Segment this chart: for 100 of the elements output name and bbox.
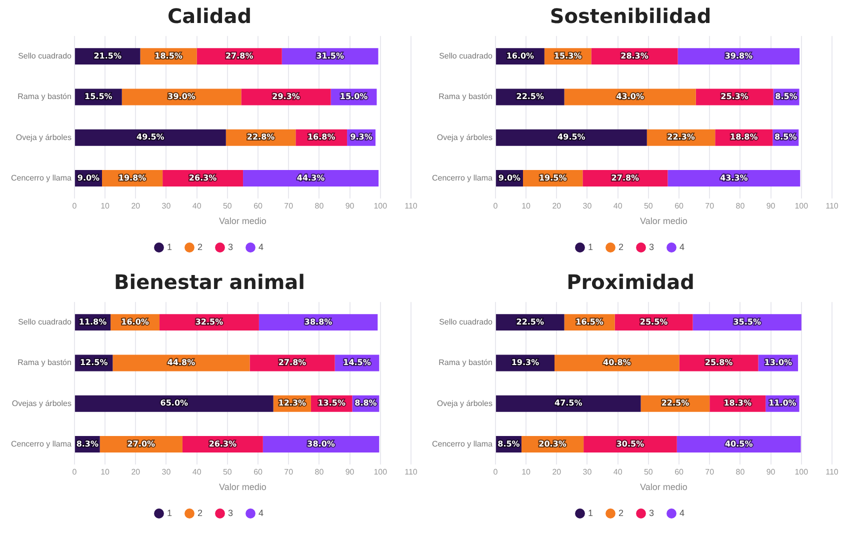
data-label: 8.5% — [775, 92, 798, 102]
x-tick-label: 100 — [374, 202, 388, 211]
data-label: 15.3% — [554, 51, 582, 60]
y-tick-label: Sello cuadrado — [439, 318, 494, 327]
legend-label: 1 — [588, 508, 594, 518]
legend-label: 2 — [197, 242, 203, 252]
legend-label: 4 — [680, 508, 685, 518]
x-tick-label: 70 — [284, 202, 294, 211]
legend-label: 3 — [228, 508, 234, 518]
x-tick-label: 70 — [284, 468, 294, 477]
x-tick-label: 100 — [374, 468, 388, 477]
data-label: 14.5% — [343, 358, 371, 368]
x-tick-label: 110 — [826, 468, 839, 477]
bar — [676, 436, 801, 453]
y-tick-label: Ovejas y árboles — [12, 398, 72, 408]
x-tick-label: 10 — [522, 202, 532, 211]
data-label: 25.3% — [720, 92, 748, 102]
y-tick-label: Sello cuadrado — [18, 318, 72, 327]
data-label: 15.0% — [340, 92, 368, 102]
x-tick-label: 20 — [552, 202, 562, 211]
x-tick-label: 40 — [192, 202, 202, 211]
x-tick-label: 60 — [254, 468, 264, 477]
data-label: 39.0% — [168, 92, 196, 102]
data-label: 28.3% — [620, 51, 648, 60]
data-label: 22.5% — [661, 398, 690, 408]
data-label: 19.5% — [538, 173, 567, 182]
data-label: 29.3% — [272, 92, 300, 102]
data-label: 15.5% — [84, 92, 112, 102]
legend-label: 2 — [618, 508, 624, 518]
data-label: 22.5% — [516, 317, 544, 326]
data-label: 27.0% — [127, 439, 156, 448]
x-tick-label: 90 — [345, 468, 355, 477]
data-label: 25.8% — [704, 358, 733, 368]
x-tick-label: 60 — [254, 202, 264, 211]
data-label: 43.0% — [616, 92, 644, 102]
bar — [496, 395, 641, 412]
legend-label: 1 — [588, 242, 594, 252]
x-tick-label: 0 — [493, 468, 498, 477]
x-tick-label: 10 — [522, 468, 532, 477]
data-label: 26.3% — [188, 173, 217, 182]
y-tick-label: Sello cuadrado — [439, 52, 494, 61]
bar — [74, 129, 226, 146]
x-tick-label: 40 — [613, 202, 623, 211]
x-tick-label: 50 — [644, 202, 654, 211]
data-label: 20.3% — [538, 439, 566, 448]
x-tick-label: 100 — [794, 468, 809, 477]
data-label: 16.0% — [506, 51, 534, 60]
data-label: 47.5% — [554, 398, 582, 408]
y-tick-label: Rama y bastón — [438, 358, 492, 368]
bar — [554, 354, 680, 372]
x-tick-label: 60 — [674, 468, 684, 477]
x-tick-label: 10 — [100, 202, 110, 211]
data-label: 49.5% — [136, 132, 164, 142]
data-label: 38.8% — [304, 317, 332, 326]
data-label: 22.5% — [516, 92, 544, 102]
data-label: 44.3% — [296, 173, 325, 182]
x-tick-label: 70 — [705, 202, 715, 211]
x-tick-label: 20 — [131, 468, 141, 477]
bar — [74, 395, 274, 412]
legend-label: 2 — [618, 242, 624, 252]
x-tick-label: 110 — [826, 202, 839, 211]
data-label: 18.3% — [724, 398, 752, 408]
x-tick-label: 80 — [314, 202, 324, 211]
legend-label: 3 — [649, 242, 654, 252]
x-tick-label: 90 — [766, 202, 776, 211]
x-tick-label: 30 — [582, 202, 592, 211]
data-label: 39.8% — [724, 51, 753, 60]
legend-label: 3 — [649, 508, 654, 518]
legend-label: 4 — [258, 508, 264, 518]
x-tick-label: 0 — [72, 202, 78, 211]
x-axis-title: Valor medio — [219, 482, 266, 492]
x-tick-label: 40 — [613, 468, 623, 477]
data-label: 8.8% — [354, 398, 377, 408]
data-label: 30.5% — [616, 439, 644, 448]
x-tick-label: 10 — [100, 468, 110, 477]
data-label: 12.3% — [278, 398, 306, 408]
x-tick-label: 30 — [582, 468, 592, 477]
data-label: 27.8% — [278, 358, 306, 368]
data-label: 65.0% — [160, 398, 188, 408]
data-label: 35.5% — [733, 317, 761, 326]
legend-label: 1 — [166, 508, 172, 518]
data-label: 31.5% — [316, 51, 344, 60]
x-tick-label: 0 — [493, 202, 498, 211]
data-label: 25.5% — [640, 317, 668, 326]
data-label: 38.0% — [307, 439, 335, 448]
data-label: 43.3% — [720, 173, 748, 182]
data-label: 44.8% — [167, 358, 196, 368]
data-label: 19.8% — [118, 173, 146, 182]
y-tick-label: Rama y bastón — [18, 92, 72, 102]
x-tick-label: 60 — [674, 202, 684, 211]
x-tick-label: 50 — [222, 468, 232, 477]
data-label: 12.5% — [80, 358, 108, 368]
legend-label: 4 — [680, 242, 685, 252]
x-tick-label: 70 — [705, 468, 715, 477]
bar — [668, 170, 800, 187]
x-tick-label: 110 — [404, 468, 418, 477]
chart-title: Proximidad — [566, 270, 694, 294]
data-label: 40.8% — [603, 358, 631, 368]
legend-label: 2 — [197, 508, 203, 518]
data-label: 16.5% — [576, 317, 604, 326]
